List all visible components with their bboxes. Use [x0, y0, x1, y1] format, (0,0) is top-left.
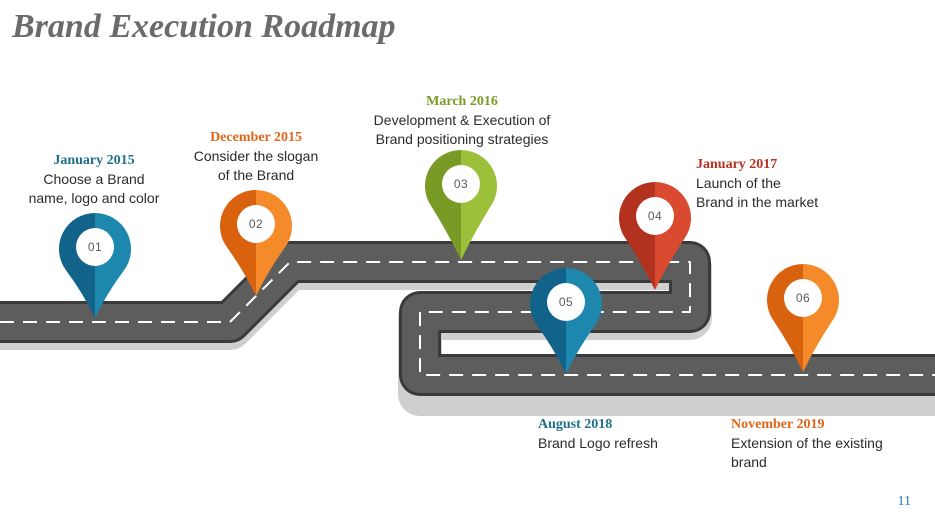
pin-04-number: 04 [648, 209, 662, 223]
milestone-label-03: March 2016 Development & Execution of Br… [352, 92, 572, 149]
pin-01-right [95, 213, 132, 318]
milestone-desc-01-line1: Choose a Brand [43, 171, 145, 187]
pin-02-number: 02 [249, 217, 263, 231]
pin-01-icon: 01 [58, 213, 132, 318]
milestone-date-02: December 2015 [210, 130, 302, 145]
pin-04-inner [636, 197, 674, 235]
pin-06-icon: 06 [767, 264, 839, 372]
milestone-desc-01-line2: name, logo and color [28, 190, 160, 206]
pin-03-number: 03 [454, 177, 468, 191]
milestone-date-05: August 2018 [538, 417, 613, 432]
milestone-date-01: January 2015 [53, 153, 135, 168]
pin-01-left [58, 213, 95, 318]
milestone-desc-05-line1: Brand Logo refresh [538, 435, 658, 451]
pin-05-icon: 05 [530, 268, 603, 374]
milestone-desc-02-line1: Consider the slogan [193, 148, 319, 164]
pin-05-number: 05 [559, 295, 573, 309]
milestone-label-05: August 2018 Brand Logo refresh [538, 415, 718, 453]
milestone-desc-04-line1: Launch of the [696, 175, 781, 191]
pin-06-inner [784, 279, 822, 317]
pin-03-icon: 03 [425, 150, 497, 260]
pin-01-inner [76, 228, 114, 266]
page-title: Brand Execution Roadmap [12, 8, 396, 45]
milestone-desc-03-line1: Development & Execution of [373, 112, 551, 128]
milestone-label-06: November 2019 Extension of the existing … [731, 415, 921, 472]
milestone-desc-04-line2: Brand in the market [696, 194, 819, 210]
milestone-desc-02-line2: of the Brand [217, 167, 295, 183]
milestone-desc-06-line1: Extension of the existing [731, 435, 883, 451]
pin-02-icon: 02 [219, 190, 292, 296]
milestone-label-02: December 2015 Consider the slogan of the… [176, 128, 336, 185]
milestone-desc-03-line2: Brand positioning strategies [375, 131, 549, 147]
milestone-label-04: January 2017 Launch of the Brand in the … [696, 155, 896, 212]
milestone-date-04: January 2017 [696, 157, 778, 172]
pin-05-inner [547, 283, 585, 321]
pin-03-inner [442, 165, 480, 203]
milestone-desc-06-line2: brand [731, 454, 767, 470]
pin-04-icon: 04 [618, 182, 692, 290]
pin-06-number: 06 [796, 291, 810, 305]
page-number: 11 [897, 494, 911, 509]
milestone-date-03: March 2016 [426, 94, 498, 109]
road-center-line [0, 261, 935, 376]
pin-02-inner [237, 205, 275, 243]
milestone-date-06: November 2019 [731, 417, 825, 432]
milestone-label-01: January 2015 Choose a Brand name, logo a… [14, 151, 174, 208]
pin-01-number: 01 [88, 240, 102, 254]
